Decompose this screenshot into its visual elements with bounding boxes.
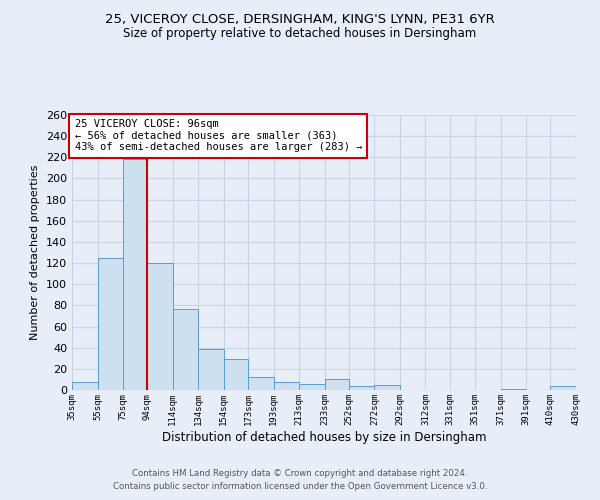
Bar bbox=[325, 380, 349, 390]
Bar bbox=[224, 360, 248, 390]
Bar bbox=[299, 384, 325, 390]
Text: 25, VICEROY CLOSE, DERSINGHAM, KING'S LYNN, PE31 6YR: 25, VICEROY CLOSE, DERSINGHAM, KING'S LY… bbox=[105, 12, 495, 26]
Bar bbox=[98, 258, 123, 390]
Bar bbox=[123, 160, 147, 390]
Bar bbox=[501, 389, 526, 390]
Bar bbox=[550, 386, 576, 390]
Bar bbox=[274, 382, 299, 390]
Text: Contains public sector information licensed under the Open Government Licence v3: Contains public sector information licen… bbox=[113, 482, 487, 491]
Y-axis label: Number of detached properties: Number of detached properties bbox=[31, 165, 40, 340]
Bar bbox=[374, 384, 400, 390]
Text: 25 VICEROY CLOSE: 96sqm
← 56% of detached houses are smaller (363)
43% of semi-d: 25 VICEROY CLOSE: 96sqm ← 56% of detache… bbox=[74, 119, 362, 152]
Bar bbox=[147, 263, 173, 390]
Bar bbox=[349, 386, 374, 390]
X-axis label: Distribution of detached houses by size in Dersingham: Distribution of detached houses by size … bbox=[162, 430, 486, 444]
Bar bbox=[248, 378, 274, 390]
Text: Contains HM Land Registry data © Crown copyright and database right 2024.: Contains HM Land Registry data © Crown c… bbox=[132, 468, 468, 477]
Bar bbox=[72, 382, 98, 390]
Bar bbox=[199, 349, 224, 390]
Bar bbox=[173, 308, 199, 390]
Text: Size of property relative to detached houses in Dersingham: Size of property relative to detached ho… bbox=[124, 28, 476, 40]
